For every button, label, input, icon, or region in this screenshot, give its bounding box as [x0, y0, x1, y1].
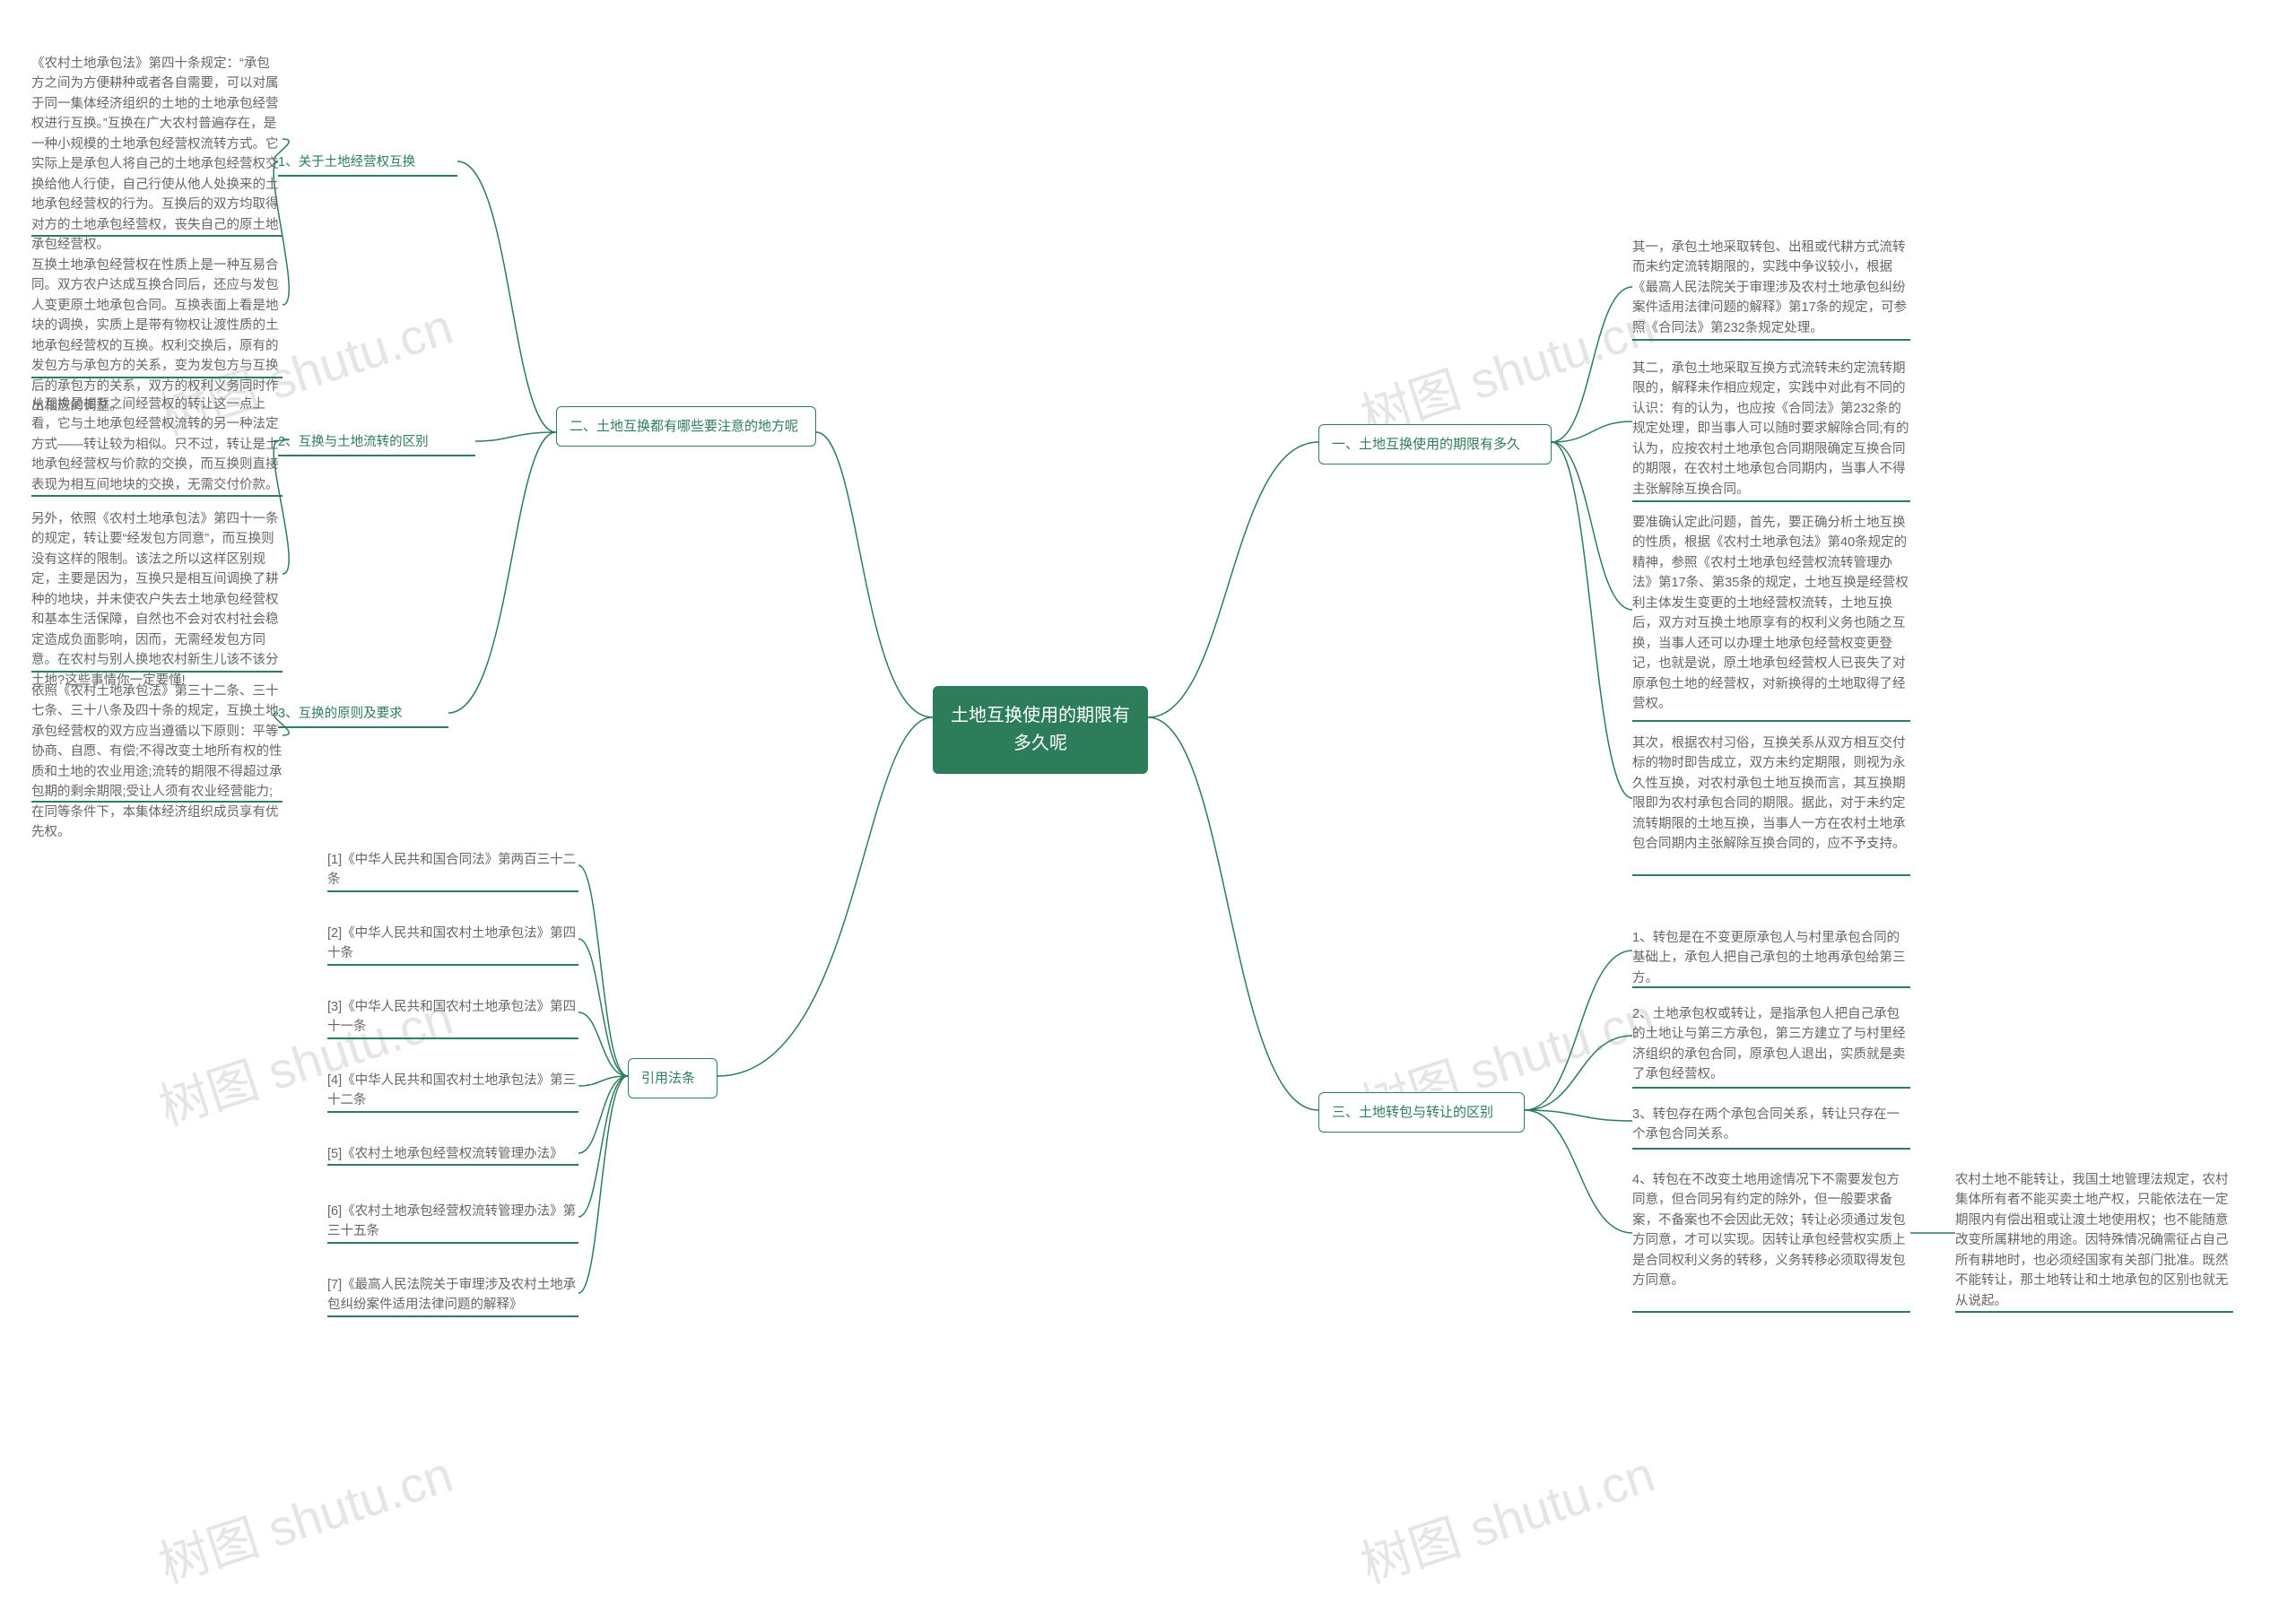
leaf-r1-3: 其次，根据农村习俗，互换关系从双方相互交付标的物时即告成立，双方未约定期限，则视…	[1632, 734, 1910, 855]
leaf-r2-2: 3、转包存在两个承包合同关系，转让只存在一个承包合同关系。	[1632, 1105, 1910, 1145]
branch-r1[interactable]: 一、土地互换使用的期限有多久	[1318, 424, 1552, 464]
leaf-l1a-0: 《农村土地承包法》第四十条规定：“承包方之间为方便耕种或者各自需要，可以对属于同…	[31, 54, 283, 256]
leaf-r1-0: 其一，承包土地采取转包、出租或代耕方式流转而未约定流转期限的，实践中争议较小，根…	[1632, 238, 1910, 338]
leaf-l1a-1: 互换土地承包经营权在性质上是一种互易合同。双方农户达成互换合同后，还应与发包人变…	[31, 256, 283, 417]
leaf-l1c-0: 依照《农村土地承包法》第三十二条、三十七条、三十八条及四十条的规定，互换土地承包…	[31, 681, 283, 843]
leaf-l2-6: [7]《最高人民法院关于审理涉及农村土地承包纠纷案件适用法律问题的解释》	[327, 1275, 578, 1315]
leaf-l2-4: [5]《农村土地承包经营权流转管理办法》	[327, 1144, 578, 1164]
leaf-r2-0: 1、转包是在不变更原承包人与村里承包合同的基础上，承包人把自己承包的土地再承包给…	[1632, 928, 1910, 988]
branch-r2[interactable]: 三、土地转包与转让的区别	[1318, 1092, 1525, 1133]
leaf-l2-3: [4]《中华人民共和国农村土地承包法》第三十二条	[327, 1071, 578, 1111]
leaf-r2-3: 4、转包在不改变土地用途情况下不需要发包方同意，但合同另有约定的除外，但一般要求…	[1632, 1170, 1910, 1291]
branch-l2[interactable]: 引用法条	[628, 1058, 718, 1098]
connector-layer	[0, 0, 2296, 1606]
leaf-r1-2: 要准确认定此问题，首先，要正确分析土地互换的性质，根据《农村土地承包法》第40条…	[1632, 513, 1910, 715]
watermark: 树图 shutu.cn	[149, 1435, 461, 1598]
leaf-r2-3-sub: 农村土地不能转让，我国土地管理法规定，农村集体所有者不能买卖土地产权，只能依法在…	[1955, 1170, 2233, 1311]
root-node[interactable]: 土地互换使用的期限有多久呢	[933, 686, 1148, 774]
leaf-l2-2: [3]《中华人民共和国农村土地承包法》第四十一条	[327, 997, 578, 1037]
leaf-l1b-0: 从互换是相互之间经营权的转让这一点上看，它与土地承包经营权流转的另一种法定方式—…	[31, 395, 283, 495]
sub-l1c[interactable]: 3、互换的原则及要求	[278, 704, 448, 724]
sub-l1b[interactable]: 2、互换与土地流转的区别	[278, 432, 475, 452]
leaf-l1b-1: 另外，依照《农村土地承包法》第四十一条的规定，转让要“经发包方同意”，而互换则没…	[31, 509, 283, 690]
leaf-l2-5: [6]《农村土地承包经营权流转管理办法》第三十五条	[327, 1202, 578, 1242]
leaf-r1-1: 其二，承包土地采取互换方式流转未约定流转期限的，解释未作相应规定，实践中对此有不…	[1632, 359, 1910, 499]
leaf-l2-0: [1]《中华人民共和国合同法》第两百三十二条	[327, 850, 578, 890]
leaf-l2-1: [2]《中华人民共和国农村土地承包法》第四十条	[327, 924, 578, 964]
branch-l1[interactable]: 二、土地互换都有哪些要注意的地方呢	[556, 406, 816, 447]
watermark: 树图 shutu.cn	[1351, 1435, 1663, 1598]
leaf-r2-1: 2、土地承包权或转让，是指承包人把自己承包的土地让与第三方承包，第三方建立了与村…	[1632, 1004, 1910, 1085]
sub-l1a[interactable]: 1、关于土地经营权互换	[278, 152, 457, 172]
